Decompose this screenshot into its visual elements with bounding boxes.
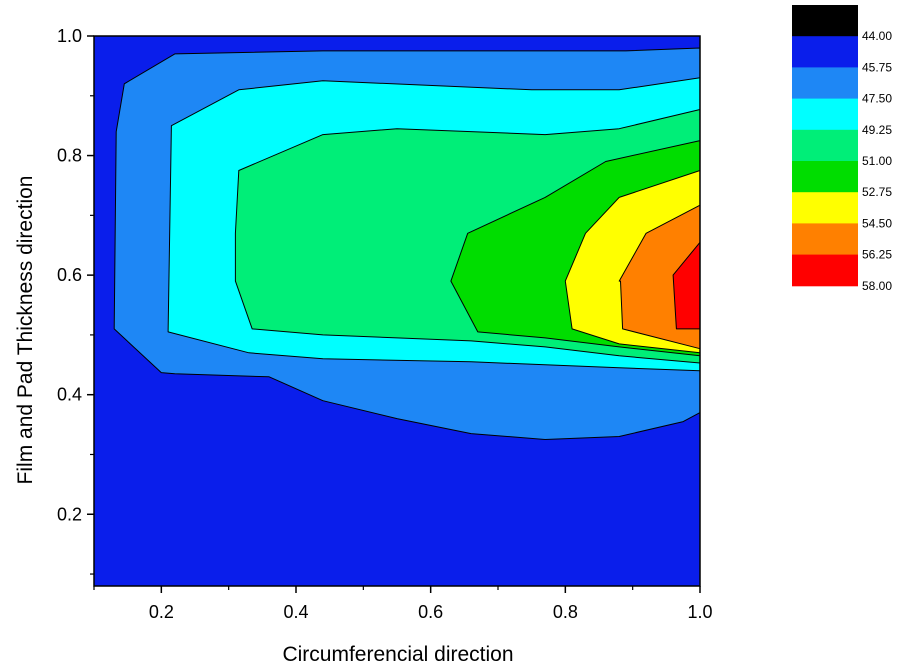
legend-label: 45.75 xyxy=(862,60,892,74)
legend-label: 51.00 xyxy=(862,154,892,168)
x-axis-title: Circumferencial direction xyxy=(282,643,513,666)
y-tick-label: 0.2 xyxy=(57,504,82,524)
plot-frame xyxy=(93,35,701,587)
legend-label: 44.00 xyxy=(862,29,892,43)
x-tick-label: 0.4 xyxy=(283,602,308,622)
plot-area xyxy=(94,36,701,586)
legend: 44.00 45.75 47.50 49.25 51.00 52.75 54.50 56.25… xyxy=(792,5,892,293)
legend-swatch xyxy=(792,129,858,162)
legend-swatch xyxy=(792,98,858,131)
x-tick-label: 0.2 xyxy=(149,602,174,622)
legend-swatch xyxy=(792,36,858,68)
legend-label: 52.75 xyxy=(862,185,892,199)
y-tick-label: 0.6 xyxy=(57,265,82,285)
y-tick-label: 1.0 xyxy=(57,26,82,46)
legend-swatch xyxy=(792,161,858,193)
y-tick-label: 0.4 xyxy=(57,385,82,405)
legend-label: 58.00 xyxy=(862,279,892,293)
y-axis-title: Film and Pad Thickness direction xyxy=(14,176,37,485)
x-tick-label: 0.8 xyxy=(553,602,578,622)
legend-swatch xyxy=(792,67,858,100)
legend-label: 54.50 xyxy=(862,216,892,230)
x-tick-label: 0.6 xyxy=(418,602,443,622)
legend-swatch xyxy=(792,192,858,224)
legend-swatch xyxy=(792,5,858,37)
legend-label: 56.25 xyxy=(862,248,892,262)
legend-label: 49.25 xyxy=(862,123,892,137)
legend-swatch xyxy=(792,254,858,287)
axes: 0.2 0.4 0.6 0.8 1.0 0.2 0.4 0.6 0.8 1.0 xyxy=(57,26,713,622)
legend-label: 47.50 xyxy=(862,92,892,106)
x-tick-label: 1.0 xyxy=(687,602,712,622)
legend-swatch xyxy=(792,223,858,256)
y-tick-label: 0.8 xyxy=(57,146,82,166)
